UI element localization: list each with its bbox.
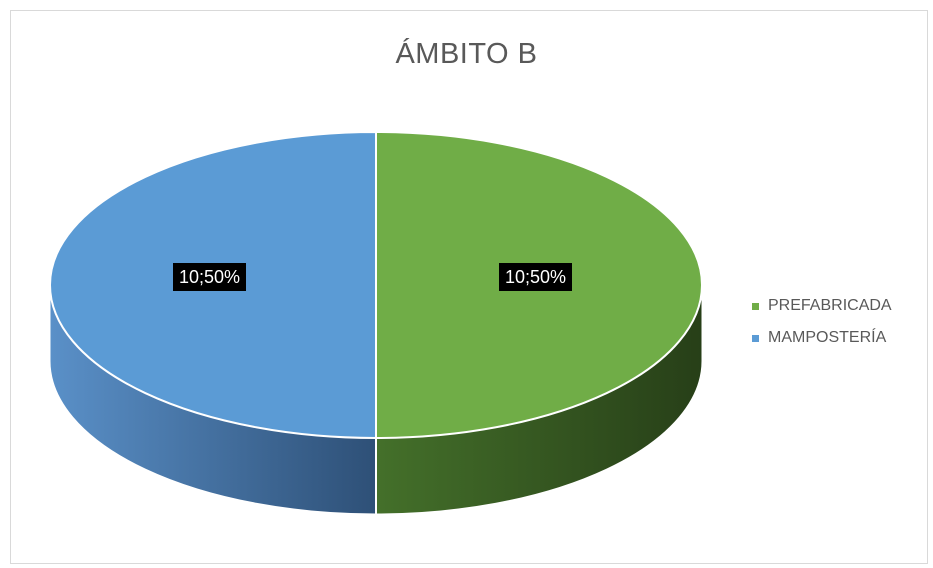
legend-item-prefabricada[interactable]: PREFABRICADA — [752, 292, 892, 320]
data-label-prefabricada: 10;50% — [499, 263, 573, 291]
legend: PREFABRICADA MAMPOSTERÍA — [752, 292, 892, 356]
legend-label: PREFABRICADA — [768, 297, 892, 314]
chart-title: ÁMBITO B — [395, 38, 538, 70]
data-label-mamposteria: 10;50% — [173, 263, 247, 291]
legend-swatch — [752, 334, 759, 342]
legend-label: MAMPOSTERÍA — [768, 329, 887, 346]
legend-item-mamposteria[interactable]: MAMPOSTERÍA — [752, 324, 892, 352]
legend-swatch — [752, 302, 759, 310]
